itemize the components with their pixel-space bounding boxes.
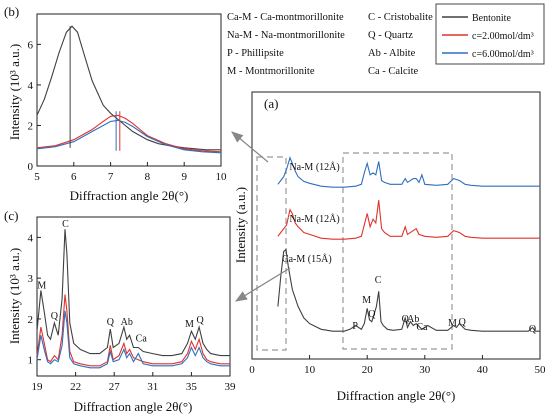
panel-b-series-0-line — [36, 25, 221, 151]
panel-c-x-tick-label-2: 27 — [109, 381, 121, 393]
arrow-to-panel-c — [234, 267, 291, 302]
panel-a-annotation-9: Ca — [416, 322, 428, 333]
panel-b-x-tick-label-5: 10 — [216, 171, 228, 183]
panel-c-plot-frame — [36, 216, 231, 377]
panel-a-label: (a) — [264, 96, 278, 111]
series-legend: Bentonite c=2.00mol/dm³ c=6.00mol/dm³ — [435, 3, 545, 65]
panel-b-y-axis-label: Intensity (10³ a.u.) — [7, 44, 22, 140]
zoom-region-mid-angle — [342, 152, 453, 350]
legend-label-0: Bentonite — [472, 13, 511, 24]
panel-b-peak-markers — [69, 26, 121, 151]
panel-a-series-0-line — [277, 248, 540, 332]
panel-b: (b) Intensity (10³ a.u.) Diffraction ang… — [4, 4, 227, 203]
panel-a-x-tick-label-4: 40 — [477, 364, 489, 376]
panel-a-annotation-6: C — [375, 275, 382, 286]
panel-c-y-axis-label: Intensity (10³ a.u.) — [7, 248, 22, 344]
panel-c-ticks: 19 22 27 31 35 39 1 2 3 4 — [28, 232, 237, 393]
panel-c-x-tick-label-5: 39 — [225, 381, 237, 393]
key-m: M - Montmorillonite — [227, 66, 315, 77]
legend-box — [435, 3, 545, 65]
panel-c-x-tick-label-0: 19 — [32, 381, 44, 393]
zoom-arrows — [231, 131, 291, 302]
panel-b-x-tick-label-3: 8 — [145, 171, 151, 183]
panel-c-annotation-3: Q — [107, 317, 115, 328]
panel-c-annotation-1: Q — [51, 311, 59, 322]
panel-c-x-tick-label-4: 35 — [186, 381, 198, 393]
panel-a-annotation-8: Ab — [407, 314, 419, 325]
panel-a-y-axis-label: Intensity (a.u.) — [233, 187, 248, 263]
panel-a-annotation-2: Ca-M (15Å) — [282, 253, 332, 265]
panel-b-label: (b) — [4, 4, 19, 19]
panel-c-annotation-6: M — [185, 319, 194, 330]
panel-a-annotation-0: Na-M (12Å) — [289, 161, 339, 173]
panel-b-plot-frame — [36, 13, 222, 167]
panel-a-annotation-1: Na-M (12Å) — [289, 213, 339, 225]
panel-c-y-tick-label-0: 1 — [28, 355, 34, 367]
panel-c-series-2-line — [36, 310, 230, 369]
key-ca-m: Ca-M - Ca-montmorillonite — [227, 12, 344, 23]
panel-c-annotation-4: Ab — [121, 317, 133, 328]
panel-a-x-tick-label-1: 10 — [304, 364, 316, 376]
panel-a-x-tick-label-0: 0 — [249, 364, 255, 376]
panel-b-y-tick-label-2: 4 — [28, 80, 34, 92]
legend-label-2: c=6.00mol/dm³ — [472, 49, 534, 60]
panel-b-x-tick-label-0: 5 — [34, 171, 40, 183]
panel-b-x-tick-label-1: 6 — [71, 171, 77, 183]
panel-b-y-tick-label-1: 2 — [28, 120, 34, 132]
panel-a-annotation-11: Q — [459, 317, 467, 328]
panel-a-annotation-7: Q — [402, 314, 410, 325]
panel-a-series-2-line — [277, 156, 540, 188]
key-ab: Ab - Albite — [368, 48, 416, 59]
panel-b-x-axis-label: Diffraction angle 2θ(°) — [70, 188, 189, 203]
panel-c-annotation-0: M — [37, 280, 46, 291]
panel-b-series — [36, 25, 222, 154]
panel-c-x-axis-label: Diffraction angle 2θ(°) — [74, 399, 193, 414]
panel-a-x-tick-label-3: 30 — [419, 364, 431, 376]
key-p: P - Phillipsite — [227, 48, 284, 59]
panel-a-x-tick-label-5: 50 — [535, 364, 547, 376]
panel-b-series-1-line — [36, 114, 222, 153]
key-q: Q - Quartz — [368, 30, 413, 41]
panel-a-x-tick-label-2: 20 — [362, 364, 374, 376]
panel-a-plot-frame — [251, 91, 541, 360]
panel-c-y-tick-label-2: 3 — [28, 273, 34, 285]
panel-a-annotation-12: Q — [529, 324, 537, 335]
panel-a-x-ticks: 0 10 20 30 40 50 — [249, 355, 546, 376]
panel-b-ticks: 5 6 7 8 9 10 0 2 4 6 — [28, 39, 228, 183]
key-na-m: Na-M - Na-montmorillonite — [227, 30, 345, 41]
key-c: C - Cristobalite — [368, 12, 433, 23]
legend-label-1: c=2.00mol/dm³ — [472, 31, 534, 42]
panel-c-y-tick-label-1: 2 — [28, 314, 34, 326]
panel-a-annotation-5: Q — [368, 309, 376, 320]
arrow-to-panel-b — [231, 131, 269, 163]
panel-c-annotation-7: Q — [196, 315, 204, 326]
key-ca: Ca - Calcite — [368, 66, 418, 77]
panel-a-series-1-line — [277, 200, 540, 240]
panel-c: (c) Intensity (10³ a.u.) Diffraction ang… — [4, 208, 236, 414]
panel-c-x-tick-label-1: 22 — [70, 381, 81, 393]
panel-a-annotation-3: P — [352, 321, 358, 332]
phase-key: Ca-M - Ca-montmorillonite Na-M - Na-mont… — [227, 12, 433, 77]
panel-b-y-tick-label-0: 0 — [28, 161, 34, 173]
panel-c-series — [36, 229, 230, 369]
panel-c-annotation-5: Ca — [136, 333, 148, 344]
panel-b-y-tick-label-3: 6 — [28, 39, 34, 51]
panel-c-label: (c) — [4, 208, 18, 223]
panel-a-annotation-4: M — [362, 295, 371, 306]
panel-c-annotation-2: C — [62, 219, 69, 230]
panel-c-series-1-line — [36, 294, 230, 367]
panel-b-series-2-line — [36, 119, 222, 154]
panel-b-x-tick-label-4: 9 — [181, 171, 187, 183]
panel-a: (a) Intensity (a.u.) Diffraction angle 2… — [233, 91, 546, 403]
panel-b-x-tick-label-2: 7 — [108, 171, 114, 183]
panel-c-series-0-line — [36, 229, 230, 357]
panel-c-y-tick-label-3: 4 — [28, 232, 34, 244]
panel-a-series — [277, 156, 540, 332]
panel-c-x-tick-label-3: 31 — [147, 381, 158, 393]
panel-a-annotation-10: M — [448, 318, 457, 329]
panel-a-x-axis-label: Diffraction angle 2θ(°) — [337, 388, 456, 403]
